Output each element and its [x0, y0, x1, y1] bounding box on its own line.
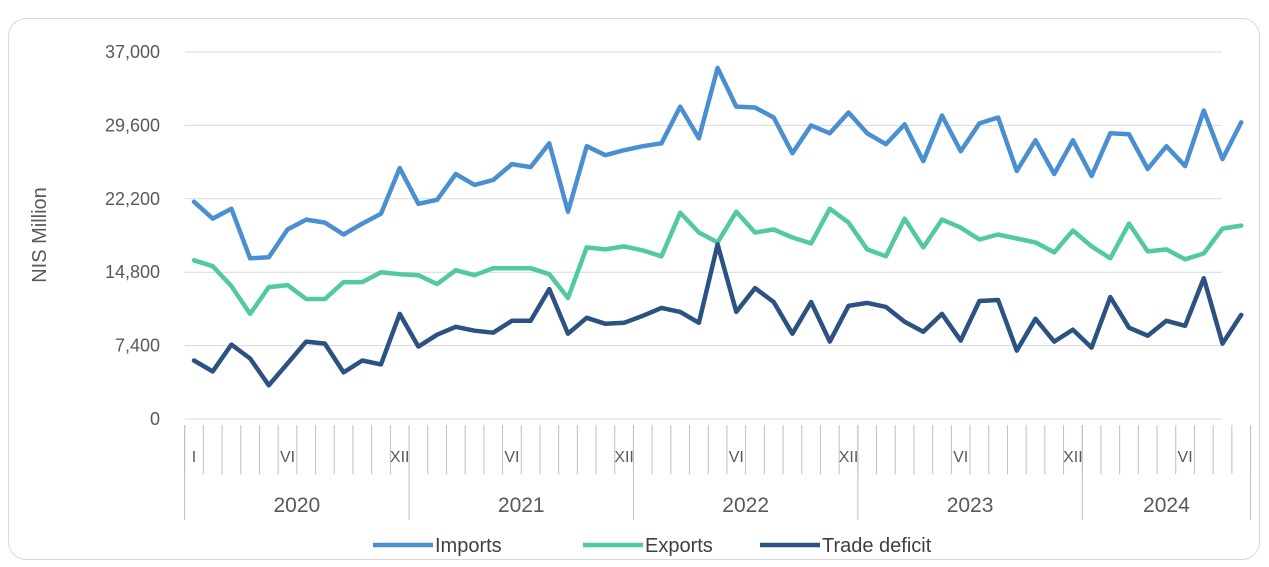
- legend-label: Imports: [435, 535, 502, 557]
- year-label: 2020: [273, 494, 320, 517]
- month-tick-label: XII: [614, 449, 634, 466]
- month-tick-label: XII: [839, 449, 859, 466]
- y-axis-title: NIS Million: [29, 187, 51, 283]
- x-axis: I VI XII VI XII VI XII VI XII VI 2020 2021 2022 2023 2…: [184, 425, 1252, 520]
- y-axis: 0 7,400 14,800 22,200 29,600 37,000: [105, 42, 160, 429]
- month-tick-label: XII: [390, 449, 410, 466]
- month-tick-label: VI: [953, 449, 968, 466]
- month-tick-label: VI: [729, 449, 744, 466]
- year-label: 2021: [498, 494, 545, 517]
- month-tick-label: VI: [280, 449, 295, 466]
- series-line-trade-deficit: [191, 242, 1244, 388]
- month-tick-label: I: [192, 449, 196, 466]
- y-tick-label: 29,600: [105, 115, 160, 135]
- y-tick-label: 14,800: [105, 262, 160, 282]
- year-label: 2024: [1143, 494, 1190, 517]
- series-line-imports: [191, 65, 1244, 261]
- month-tick-label: XII: [1063, 449, 1083, 466]
- y-tick-label: 7,400: [115, 336, 160, 356]
- legend-label: Trade deficit: [822, 535, 932, 557]
- year-label: 2022: [722, 494, 769, 517]
- y-tick-label: 37,000: [105, 42, 160, 62]
- month-tick-label: VI: [504, 449, 519, 466]
- series-lines: [191, 65, 1244, 388]
- y-tick-label: 0: [150, 409, 160, 429]
- chart-card: [8, 18, 1260, 560]
- legend-item: Exports: [583, 535, 713, 557]
- y-tick-label: 22,200: [105, 189, 160, 209]
- series-line-exports: [191, 206, 1244, 317]
- legend: Imports Exports Trade deficit: [373, 535, 932, 557]
- legend-item: Trade deficit: [760, 535, 932, 557]
- year-label: 2023: [947, 494, 994, 517]
- legend-item: Imports: [373, 535, 502, 557]
- month-tick-label: VI: [1178, 449, 1193, 466]
- legend-label: Exports: [645, 535, 713, 557]
